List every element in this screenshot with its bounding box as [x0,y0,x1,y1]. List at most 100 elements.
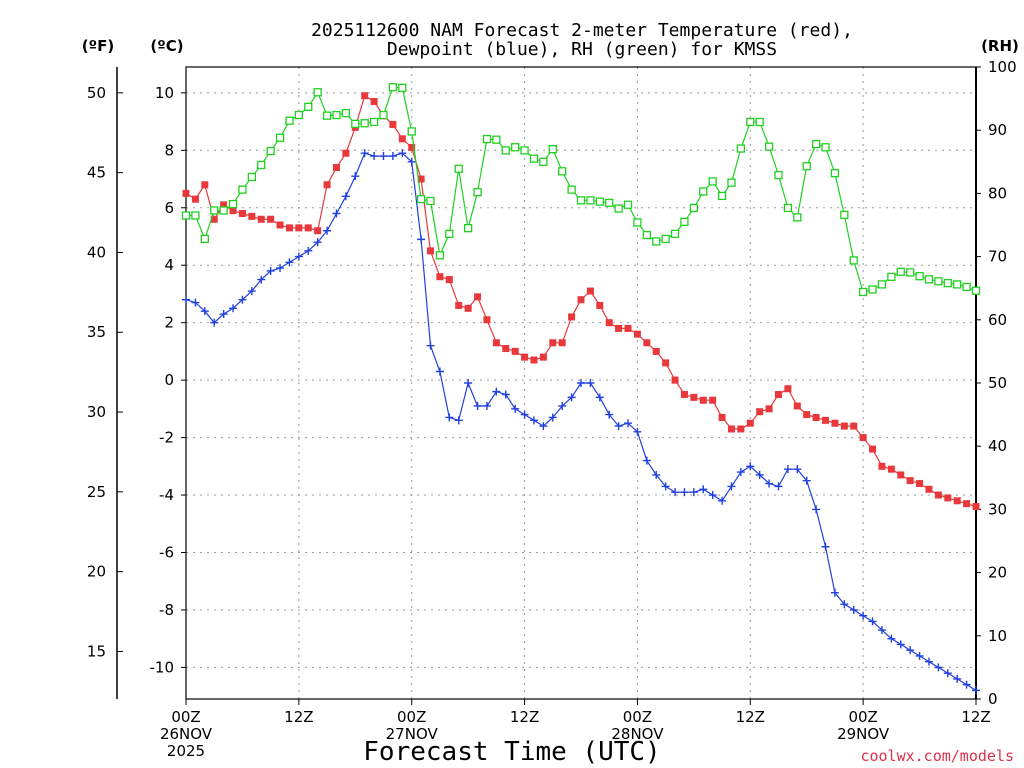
tick-labels: 1086420-2-4-6-8-105045403530252015100908… [87,58,1017,760]
temperature-series [182,92,980,511]
temperature-point [304,224,312,232]
rh-point [661,234,670,244]
dewpoint-point [445,413,454,422]
temperature-point [342,149,350,157]
dewpoint-point [379,152,388,161]
rh-point [416,194,426,204]
temperature-point [248,212,256,220]
temperature-point [267,215,275,223]
rh-point [699,187,708,196]
rh-point [332,110,341,120]
temperature-point [944,494,952,502]
rh-point [341,108,351,118]
rh-point [266,146,275,156]
dewpoint-point [558,401,567,410]
rh-point [727,178,736,187]
dewpoint-point [332,209,341,218]
x-tick-label: 00Z [848,708,877,726]
dewpoint-point [464,379,473,387]
rh-point [181,211,191,220]
temperature-point [746,419,754,427]
rh-point [228,199,238,209]
fahrenheit-unit-label: (ºF) [82,37,114,55]
dewpoint-point [633,427,642,436]
temperature-point [615,324,623,332]
rh-point [605,198,614,208]
rh-point [304,102,313,111]
dewpoint-point [793,465,802,474]
temperature-point [295,224,303,232]
temperature-point [191,195,199,203]
rh-point [435,251,445,260]
temperature-point [934,491,942,499]
dewpoint-point [972,686,980,695]
dewpoint-point [943,669,952,678]
temperature-point [558,339,566,347]
temperature-point [972,503,980,511]
temperature-point [699,396,707,404]
x-tick-label: 00Z [397,708,426,726]
temperature-point [370,97,378,105]
x-tick-label: 12Z [284,708,313,726]
temperature-point [474,293,482,301]
rh-point [840,210,849,220]
temperature-point [822,416,830,424]
rh-point [360,119,369,128]
rh-point [830,169,840,178]
rh-point [670,229,680,238]
temperature-point [643,339,651,347]
dewpoint-point [473,401,482,410]
dewpoint-point [219,310,228,319]
temperature-point [916,480,924,488]
fahrenheit-tick-label: 30 [87,403,106,421]
x-tick-label: 2025 [167,742,205,760]
temperature-point [850,422,858,430]
dewpoint-point [539,422,548,431]
temperature-point [840,422,848,430]
dewpoint-point [652,470,661,479]
rh-point [369,117,379,127]
rh-point [736,144,746,153]
dewpoint-point [953,674,962,683]
dewpoint-point [642,456,651,465]
temperature-point [784,385,792,393]
rh-point [247,172,256,182]
temperature-point [624,324,632,332]
fahrenheit-tick-label: 40 [87,243,106,261]
rh-point [558,167,567,176]
temperature-point [812,413,820,421]
rh-tick-label: 0 [988,690,998,708]
dewpoint-point [708,491,717,500]
temperature-point [521,353,529,361]
rh-point [877,280,887,289]
dewpoint-point [238,295,247,304]
dewpoint-point [595,393,604,402]
dewpoint-point [605,410,614,419]
temperature-point [831,419,839,427]
x-tick-label: 12Z [736,708,765,726]
dewpoint-point [812,505,821,514]
rh-unit-label: (RH) [981,37,1019,55]
dewpoint-point [323,226,332,235]
x-tick-label: 12Z [510,708,539,726]
rh-point [388,83,398,92]
dewpoint-point [200,307,209,316]
temperature-point [887,465,895,473]
dewpoint-point [247,287,256,296]
dewpoint-point [182,295,190,304]
dewpoint-point [699,485,708,494]
temperature-point [596,301,604,309]
temperature-point [182,189,190,197]
rh-point [511,143,520,152]
rh-point [868,285,877,294]
dewpoint-series [182,149,980,695]
dewpoint-point [304,246,313,255]
dewpoint-point [370,152,379,161]
rh-point [595,197,604,206]
x-tick-label: 00Z [623,708,652,726]
celsius-tick-label: -6 [159,543,174,561]
rh-tick-label: 70 [988,248,1007,266]
temperature-point [690,393,698,401]
dewpoint-point [661,482,670,491]
rh-point [821,143,830,152]
